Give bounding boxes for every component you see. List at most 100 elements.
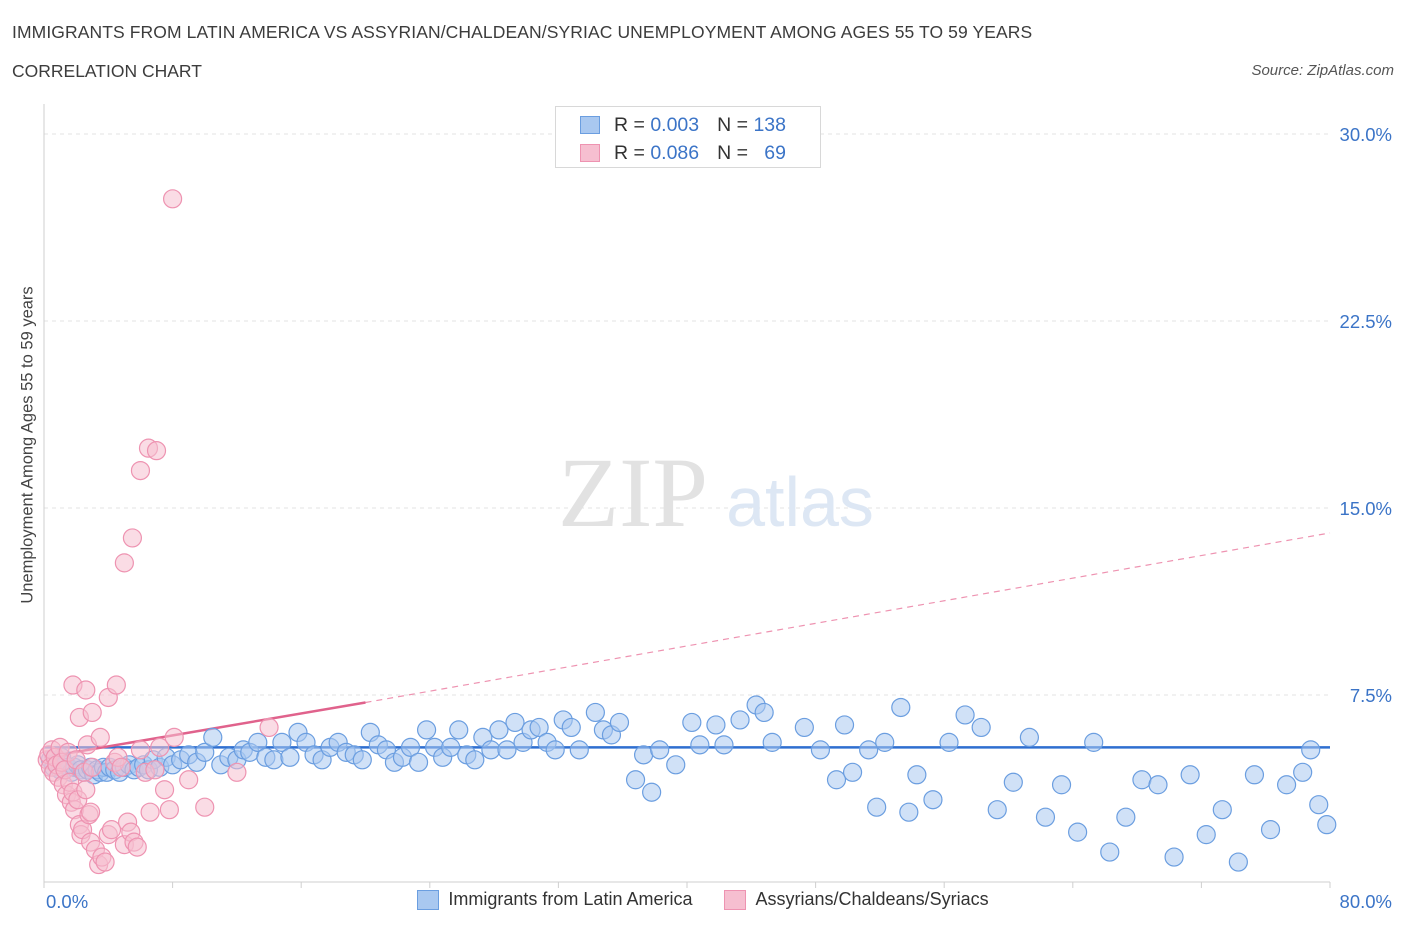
point-0-137 [899,802,919,822]
point-0-99 [762,732,782,752]
grid-lines [44,133,1330,696]
point-0-115 [1035,807,1056,827]
point-0-117 [1068,822,1088,842]
trend-line-assyrians [43,701,366,759]
point-1-50 [164,727,184,747]
point-0-110 [955,705,975,725]
point-0-63 [416,720,437,740]
trend-line-assyrians-extended [365,532,1331,704]
point-1-28 [82,757,102,777]
point-1-66 [146,441,167,461]
point-0-135 [842,762,863,782]
point-0-83 [585,702,605,723]
series-0-points [40,695,1337,872]
legend-label: Immigrants from Latin America [448,889,693,909]
n-label: N = [717,113,749,136]
x-tick-label-min: 0.0% [46,891,88,912]
point-0-120 [1116,807,1136,827]
point-1-48 [154,780,175,800]
point-0-107 [907,765,927,785]
point-1-47 [150,737,170,757]
point-0-42 [248,732,268,752]
point-0-71 [481,740,501,760]
series-1-points [37,189,279,875]
point-0-44 [264,750,284,770]
legend-item-latin-america: Immigrants from Latin America [417,889,692,910]
chart-subtitle: CORRELATION CHART [12,61,202,81]
point-0-124 [1180,765,1200,785]
point-1-32 [95,852,115,872]
point-0-108 [923,790,943,810]
blue-swatch [580,116,600,134]
n-label: N = [717,141,749,164]
point-1-49 [159,800,179,820]
y-tick-label-0: 7.5% [1350,685,1392,706]
point-0-89 [642,782,662,802]
watermark-atlas: atlas [726,463,874,541]
point-0-77 [529,717,549,738]
point-1-61 [106,675,126,695]
point-1-53 [227,762,247,782]
point-0-130 [1276,775,1297,795]
point-0-72 [489,720,509,740]
point-0-100 [794,717,814,738]
point-0-116 [1051,775,1072,795]
point-0-125 [1196,825,1216,845]
stats-legend-row-blue: R = 0.003 N = 138 [580,113,786,137]
point-0-106 [891,697,911,718]
point-0-66 [441,737,461,757]
point-1-51 [179,770,199,790]
stats-legend: R = 0.003 N = 138 R = 0.086 N = 69 [555,106,821,168]
point-1-43 [130,740,151,760]
y-tick-label-3: 30.0% [1340,124,1392,145]
point-1-57 [76,680,96,700]
point-1-63 [122,528,143,548]
pink-swatch [580,144,600,162]
point-0-129 [1260,820,1281,840]
tick-labels: 7.5% 15.0% 22.5% 30.0% 0.0% 80.0% [46,124,1392,912]
point-0-55 [352,750,372,770]
r-label: R = [614,113,645,136]
point-0-92 [682,712,702,733]
legend-label: Assyrians/Chaldeans/Syriacs [755,889,989,909]
point-0-111 [971,717,991,738]
point-0-62 [408,752,429,772]
data-points [37,189,1337,875]
x-tick-label-max: 80.0% [1340,891,1392,912]
point-0-79 [545,740,565,760]
stats-legend-row-pink: R = 0.086 N = 69 [580,141,786,165]
point-1-37 [111,757,131,777]
point-0-134 [1317,815,1337,835]
r-value: 0.003 [650,113,700,136]
point-0-91 [666,755,686,775]
point-0-131 [1293,762,1313,782]
point-0-118 [1084,732,1104,752]
point-0-96 [730,710,750,730]
point-0-35 [195,742,215,762]
point-0-82 [569,740,589,760]
n-value: 138 [753,113,786,136]
point-0-87 [625,770,646,790]
point-0-123 [1164,847,1184,867]
y-axis-label: Unemployment Among Ages 55 to 59 years [18,286,37,604]
point-1-34 [101,820,122,840]
point-0-95 [714,735,734,755]
point-1-58 [82,702,102,723]
n-value: 69 [764,141,786,164]
point-0-36 [203,727,223,747]
point-1-46 [145,760,165,780]
point-0-93 [690,735,710,755]
point-1-42 [127,837,147,857]
watermark: ZIP atlas [558,437,874,548]
point-0-98 [754,702,774,723]
point-0-105 [875,732,895,752]
point-0-102 [826,770,847,790]
series-legend: Immigrants from Latin America Assyrians/… [0,889,1406,910]
point-0-104 [859,740,879,760]
point-1-52 [195,797,215,817]
point-1-54 [259,717,279,738]
point-1-67 [163,189,183,209]
point-0-69 [465,750,485,770]
legend-item-assyrians: Assyrians/Chaldeans/Syriacs [724,889,989,910]
